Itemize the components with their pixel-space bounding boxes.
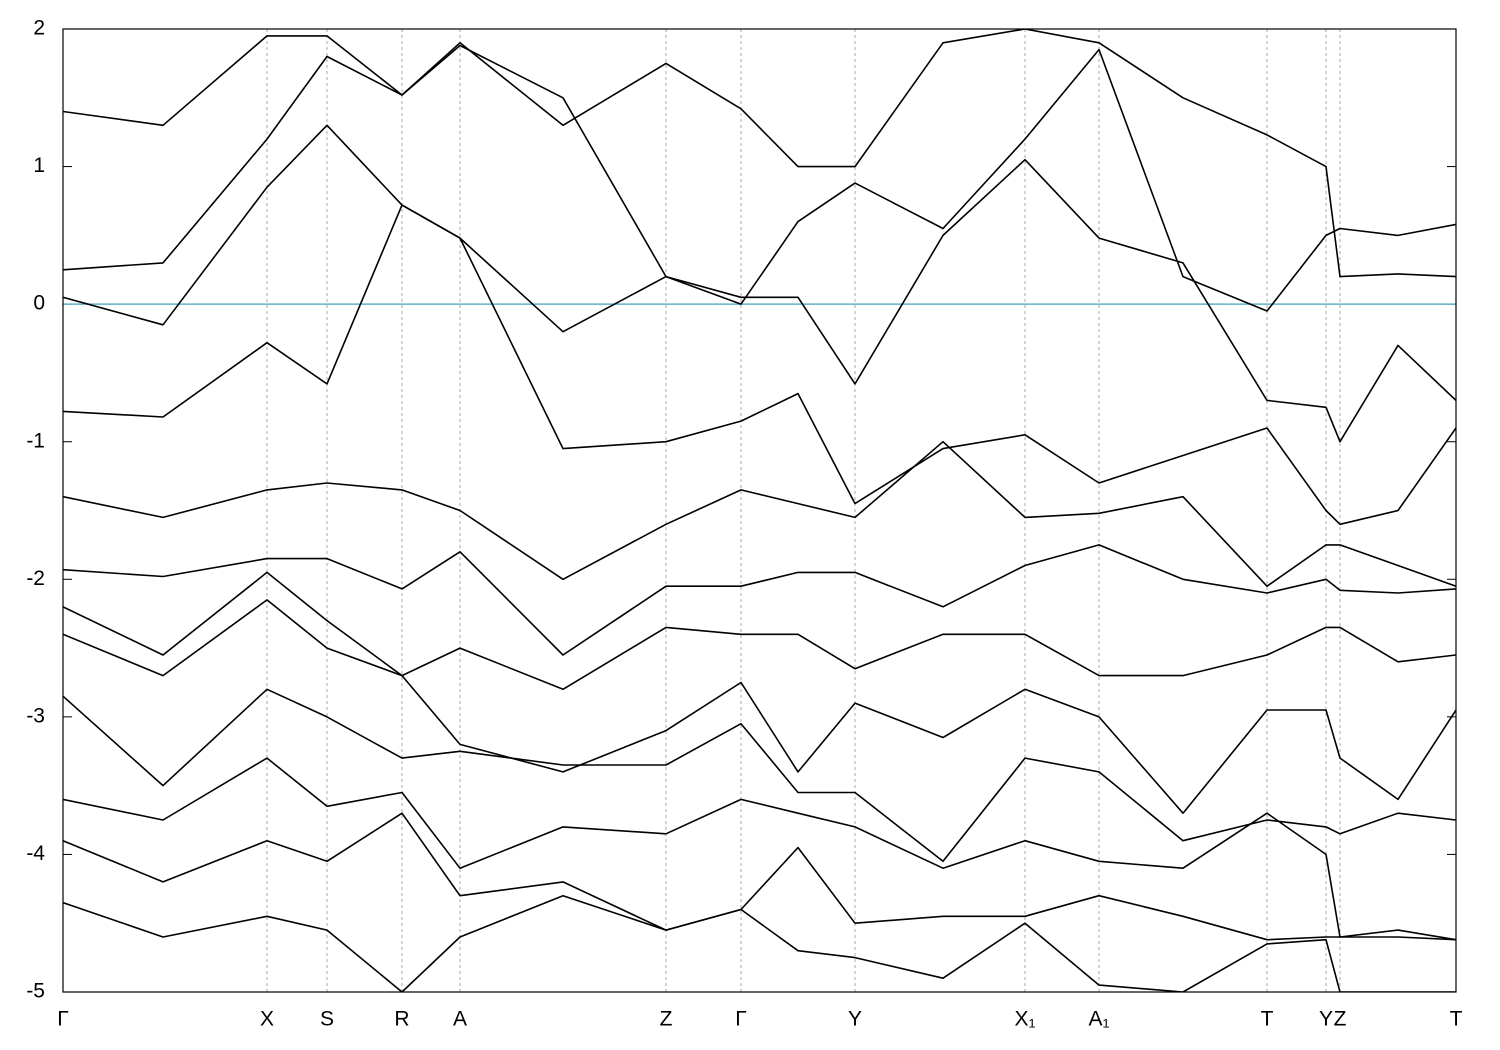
x-tick-label: Y — [1319, 1008, 1333, 1031]
band-line — [63, 757, 1456, 941]
band-line — [63, 44, 1456, 312]
x-tick-label: Γ — [57, 1008, 69, 1031]
y-tick-label: 1 — [33, 154, 45, 177]
y-tick-label: -4 — [26, 842, 45, 865]
x-tick-label: Y — [848, 1008, 862, 1031]
plot-frame — [62, 28, 1457, 993]
band-line — [63, 29, 1456, 278]
band-line — [63, 158, 1456, 443]
x-tick-label: A — [453, 1008, 467, 1031]
band-line — [63, 599, 1456, 814]
y-tick-label: -2 — [26, 567, 45, 590]
x-tick-label: A₁ — [1088, 1008, 1109, 1031]
band-line — [63, 440, 1456, 587]
x-tick-label: Z — [1334, 1008, 1347, 1031]
band-line — [63, 544, 1456, 656]
bands — [63, 29, 1456, 992]
y-tick-label: 0 — [33, 292, 45, 315]
y-tick-label: -1 — [26, 429, 45, 452]
band-line — [63, 812, 1456, 941]
y-tick-label: 2 — [33, 17, 45, 40]
band-line — [63, 571, 1456, 691]
x-tick-label: Z — [660, 1008, 673, 1031]
x-tick-label: X₁ — [1014, 1008, 1035, 1031]
x-tick-label: Γ — [735, 1008, 747, 1031]
band-line — [63, 124, 1456, 526]
x-tick-label: T — [1450, 1008, 1463, 1031]
x-tick-label: S — [320, 1008, 334, 1031]
band-line — [63, 894, 1456, 992]
x-tick-label: X — [260, 1008, 274, 1031]
x-tick-label: R — [394, 1008, 409, 1031]
band-line — [63, 688, 1456, 863]
y-tick-label: -3 — [26, 704, 45, 727]
y-tick-label: -5 — [26, 980, 45, 1003]
x-tick-label: T — [1261, 1008, 1274, 1031]
